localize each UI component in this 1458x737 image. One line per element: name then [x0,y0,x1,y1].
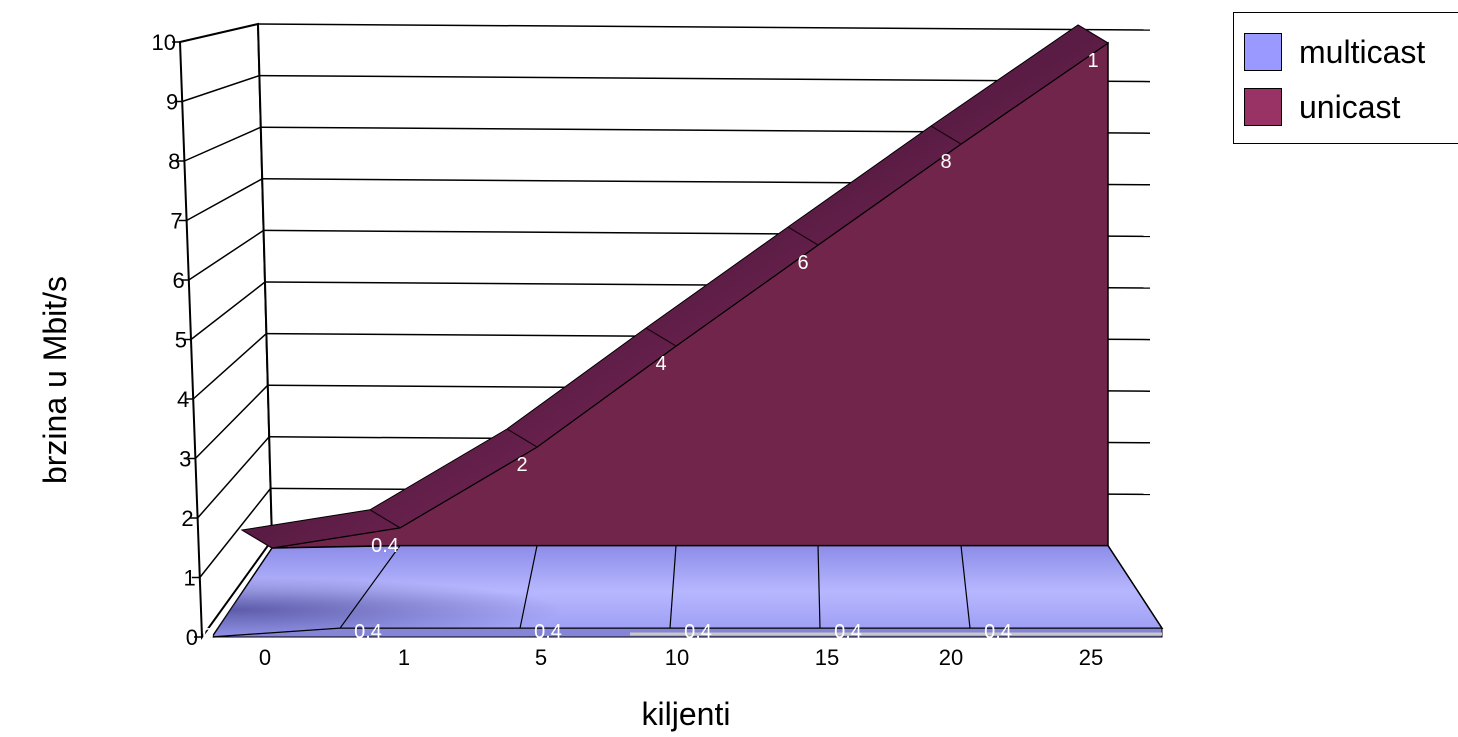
unicast-ridge-seam [1077,24,1109,44]
side-gridline-3 [194,384,269,460]
multicast-seam [960,545,971,629]
side-gridline-6 [188,229,265,281]
x-tick-label: 0 [259,645,271,670]
side-gridline-4 [192,333,267,400]
unicast-ridge-seam [930,125,962,145]
side-gridline-10 [179,23,259,43]
y-axis-label: brzina u Mbit/s [37,276,73,484]
x-tick-labels: 0 1 5 10 15 20 25 [259,645,1103,670]
side-gridline-5 [190,281,266,341]
unicast-data-label: 6 [797,252,808,274]
multicast-data-label: 0.4 [354,621,382,643]
multicast-seam [519,545,538,629]
unicast-data-label: 8 [940,151,951,173]
legend-label-multicast: multicast [1299,33,1426,70]
unicast-ridge-seam [369,509,401,529]
side-gridline-8 [184,126,262,162]
x-tick-label: 5 [535,645,547,670]
x-tick-label: 25 [1079,645,1103,670]
multicast-seam [817,545,821,629]
y-tick-labels: 0 1 2 3 4 5 6 7 8 9 10 [152,30,198,650]
unicast-ridge-seam [241,529,273,549]
x-tick-label: 1 [398,645,410,670]
multicast-data-label: 0.4 [834,621,862,643]
multicast-data-label: 0. [1182,621,1199,643]
legend-label-unicast: unicast [1299,88,1401,125]
y-tick-label: 4 [177,387,189,412]
multicast-data-label: 0 [202,625,213,647]
unicast-data-label: 1 [1087,50,1098,72]
y-tick-label: 8 [168,149,180,174]
multicast-seam [669,545,677,629]
y-tick-label: 6 [173,268,185,293]
multicast-data-label: 0.4 [684,621,712,643]
unicast-data-label: 0 [236,551,247,573]
unicast-ridge-seam [645,327,677,347]
side-gridline-7 [186,178,263,222]
legend-item-unicast: unicast [1244,88,1400,126]
side-gridline-9 [181,74,260,103]
y-tick-label: 7 [170,209,182,234]
legend: multicast unicast [1233,12,1458,144]
y-tick-label: 3 [179,447,191,472]
legend-swatch-multicast [1244,33,1282,71]
y-tick-label: 0 [186,625,198,650]
multicast-area [210,544,1164,638]
unicast-area [240,24,1109,549]
unicast-data-label: 4 [655,353,666,375]
multicast-data-label: 0.4 [534,621,562,643]
y-tick-marks [172,41,202,638]
y-tick-label: 1 [184,566,196,591]
unicast-ridge-seam [787,226,819,246]
x-tick-label: 15 [815,645,839,670]
y-tick-label: 5 [175,328,187,353]
unicast-data-labels: 0 0.4 2 4 6 8 1 [236,50,1098,573]
unicast-ridge-seam [506,428,538,448]
multicast-data-label: 0.4 [984,621,1012,643]
multicast-shade [212,545,1162,637]
gridline-10 [257,23,1151,31]
multicast-data-labels: 0 0.4 0.4 0.4 0.4 0.4 0. [202,621,1198,647]
multicast-seam [1107,545,1163,629]
y-tick-label: 2 [181,506,193,531]
unicast-data-label: 2 [516,454,527,476]
y-tick-label: 10 [152,30,176,55]
legend-swatch-unicast [1244,88,1282,126]
x-tick-label: 20 [939,645,963,670]
multicast-seam [339,545,401,629]
legend-item-multicast: multicast [1244,33,1425,71]
y-tick-label: 9 [166,90,178,115]
side-gridline-1 [199,487,272,578]
side-gridline-2 [197,436,270,519]
x-tick-label: 10 [665,645,689,670]
x-axis-label: kiljenti [642,696,731,732]
unicast-data-label: 0.4 [371,535,399,557]
